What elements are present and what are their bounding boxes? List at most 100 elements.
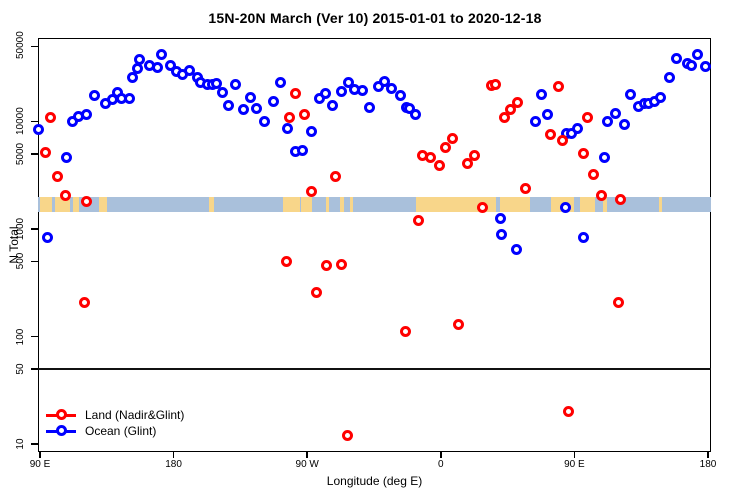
data-point-ocean <box>151 61 163 73</box>
data-point-ocean <box>610 108 622 120</box>
x-tick-mark <box>172 452 175 458</box>
map-strip-ocean <box>38 196 711 212</box>
data-point-ocean <box>211 77 223 89</box>
data-point-land <box>341 429 353 441</box>
data-point-ocean <box>404 103 416 115</box>
data-point-ocean <box>80 109 92 121</box>
chart-title: 15N-20N March (Ver 10) 2015-01-01 to 202… <box>208 10 542 26</box>
data-point-ocean <box>663 72 675 84</box>
reference-line <box>38 367 711 370</box>
data-point-ocean <box>577 231 589 243</box>
data-point-land <box>320 259 332 271</box>
map-strip-land-patch <box>580 196 596 212</box>
x-tick-mark <box>306 452 308 458</box>
y-tick-label: 100 <box>15 328 26 345</box>
data-point-land <box>289 87 301 99</box>
data-point-land <box>433 159 445 171</box>
ocean-circle-icon <box>56 425 67 436</box>
data-point-ocean <box>61 152 73 164</box>
y-tick-label: 10 <box>15 438 26 450</box>
map-strip-land-patch <box>209 196 214 212</box>
data-point-ocean <box>496 229 508 241</box>
data-point-land <box>505 104 517 116</box>
data-point-land <box>280 256 292 268</box>
data-point-ocean <box>511 244 522 256</box>
y-tick-mark <box>31 120 38 123</box>
data-point-land <box>588 169 600 181</box>
data-point-land <box>424 152 436 164</box>
data-point-land <box>329 171 341 183</box>
data-point-ocean <box>671 52 683 64</box>
y-tick-mark <box>31 260 38 263</box>
legend: Land (Nadir&Glint) Ocean (Glint) <box>46 407 184 439</box>
map-strip-land-patch <box>301 196 312 212</box>
x-tick-label: 180 <box>165 459 182 470</box>
data-point-ocean <box>267 96 279 108</box>
map-strip-land-patch <box>339 196 345 212</box>
y-tick-label: 10000 <box>15 106 26 135</box>
y-tick-mark <box>31 45 38 48</box>
plot-area <box>38 38 711 452</box>
data-point-ocean <box>89 90 101 102</box>
x-tick-mark <box>573 452 576 458</box>
map-strip-land-patch <box>415 196 496 212</box>
data-point-ocean <box>372 81 384 93</box>
data-point-land <box>562 406 574 418</box>
data-point-ocean <box>699 60 711 72</box>
y-tick-label: 500 <box>15 253 26 270</box>
data-point-ocean <box>297 144 309 156</box>
legend-item-land: Land (Nadir&Glint) <box>46 407 184 423</box>
data-point-ocean <box>571 122 583 134</box>
data-point-ocean <box>282 122 294 134</box>
data-point-ocean <box>395 90 407 102</box>
data-point-ocean <box>559 202 571 214</box>
data-point-land <box>582 111 594 123</box>
data-point-ocean <box>67 116 79 128</box>
data-point-ocean <box>156 48 168 60</box>
data-point-land <box>476 202 488 214</box>
data-point-ocean <box>123 93 135 105</box>
y-tick-label: 5000 <box>15 142 26 165</box>
data-point-ocean <box>598 152 610 164</box>
x-tick-label: 90 E <box>29 459 51 470</box>
data-point-ocean <box>230 79 242 91</box>
data-point-land <box>399 325 411 337</box>
map-strip-land-patch <box>72 196 79 212</box>
data-point-ocean <box>335 85 347 97</box>
data-point-land <box>306 186 318 198</box>
data-point-land <box>545 129 557 141</box>
land-circle-icon <box>56 409 67 420</box>
data-point-ocean <box>364 101 376 113</box>
map-strip-land-patch <box>659 196 662 212</box>
data-point-ocean <box>319 87 331 99</box>
data-point-ocean <box>619 118 631 130</box>
data-point-land <box>499 112 511 124</box>
map-strip-land-patch <box>500 196 530 212</box>
data-point-land <box>79 297 91 309</box>
data-point-ocean <box>386 82 398 94</box>
y-tick-label: 50000 <box>15 31 26 60</box>
data-point-ocean <box>343 76 355 88</box>
data-point-ocean <box>542 109 554 121</box>
y-tick-mark <box>31 443 38 445</box>
data-point-land <box>469 150 481 162</box>
data-point-ocean <box>251 103 263 115</box>
x-tick-label: 90 E <box>564 459 585 470</box>
y-tick-label: 50 <box>15 363 26 375</box>
data-point-land <box>413 214 425 226</box>
data-point-land <box>577 148 589 160</box>
legend-item-ocean: Ocean (Glint) <box>46 423 184 439</box>
data-point-land <box>40 147 52 159</box>
data-point-ocean <box>536 89 548 101</box>
x-axis-title: Longitude (deg E) <box>326 474 423 488</box>
x-tick-mark <box>440 452 442 458</box>
data-point-ocean <box>258 116 270 128</box>
data-point-ocean <box>245 92 257 104</box>
data-point-land <box>519 182 531 194</box>
data-point-ocean <box>686 60 698 72</box>
land-series-swatch <box>46 409 76 421</box>
data-point-land <box>59 190 71 202</box>
x-tick-mark <box>707 452 709 458</box>
data-point-ocean <box>33 123 44 135</box>
